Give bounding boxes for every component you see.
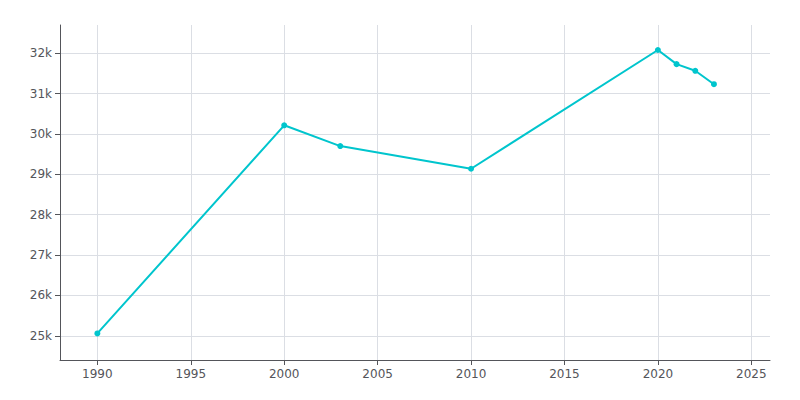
svg-text:31k: 31k [30, 87, 52, 101]
svg-text:26k: 26k [30, 288, 52, 302]
svg-text:1990: 1990 [82, 367, 113, 381]
svg-text:27k: 27k [30, 248, 52, 262]
svg-text:2000: 2000 [269, 367, 300, 381]
svg-text:2025: 2025 [736, 367, 767, 381]
svg-text:2015: 2015 [549, 367, 580, 381]
svg-text:2005: 2005 [362, 367, 393, 381]
svg-text:28k: 28k [30, 208, 52, 222]
svg-text:29k: 29k [30, 167, 52, 181]
svg-text:30k: 30k [30, 127, 52, 141]
svg-text:2020: 2020 [643, 367, 674, 381]
svg-text:25k: 25k [30, 329, 52, 343]
svg-text:32k: 32k [30, 46, 52, 60]
svg-text:2010: 2010 [456, 367, 487, 381]
svg-text:1995: 1995 [176, 367, 207, 381]
